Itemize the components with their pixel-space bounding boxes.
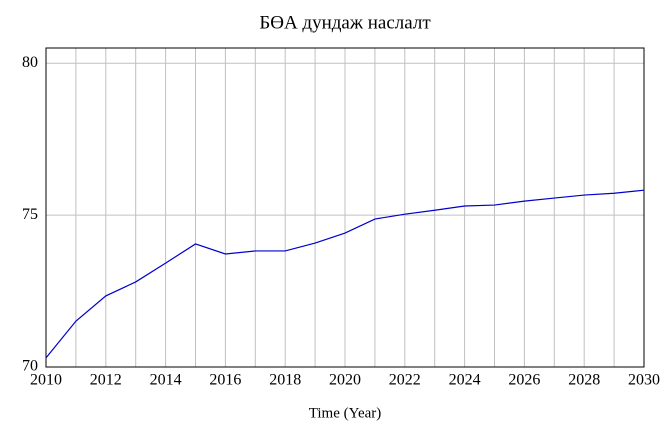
x-tick-label: 2012 bbox=[90, 372, 122, 389]
data-line bbox=[45, 189, 645, 359]
x-axis-label: Time (Year) bbox=[309, 405, 382, 421]
x-tick-label: 2020 bbox=[329, 372, 361, 389]
y-tick-label: 70 bbox=[22, 358, 38, 375]
x-tick-label: 2024 bbox=[449, 372, 481, 389]
x-tick-label: 2030 bbox=[628, 372, 660, 389]
x-tick-label: 2010 bbox=[30, 372, 62, 389]
y-tick-label: 75 bbox=[22, 206, 38, 223]
x-tick-label: 2016 bbox=[209, 372, 241, 389]
x-tick-label: 2026 bbox=[508, 372, 540, 389]
chart-title: БӨА дундаж наслалт bbox=[259, 12, 431, 33]
y-tick-label: 80 bbox=[22, 54, 38, 71]
x-tick-label: 2022 bbox=[389, 372, 421, 389]
x-tick-label: 2018 bbox=[269, 372, 301, 389]
plot-frame bbox=[45, 47, 645, 368]
x-tick-label: 2014 bbox=[150, 372, 182, 389]
x-tick-label: 2028 bbox=[568, 372, 600, 389]
